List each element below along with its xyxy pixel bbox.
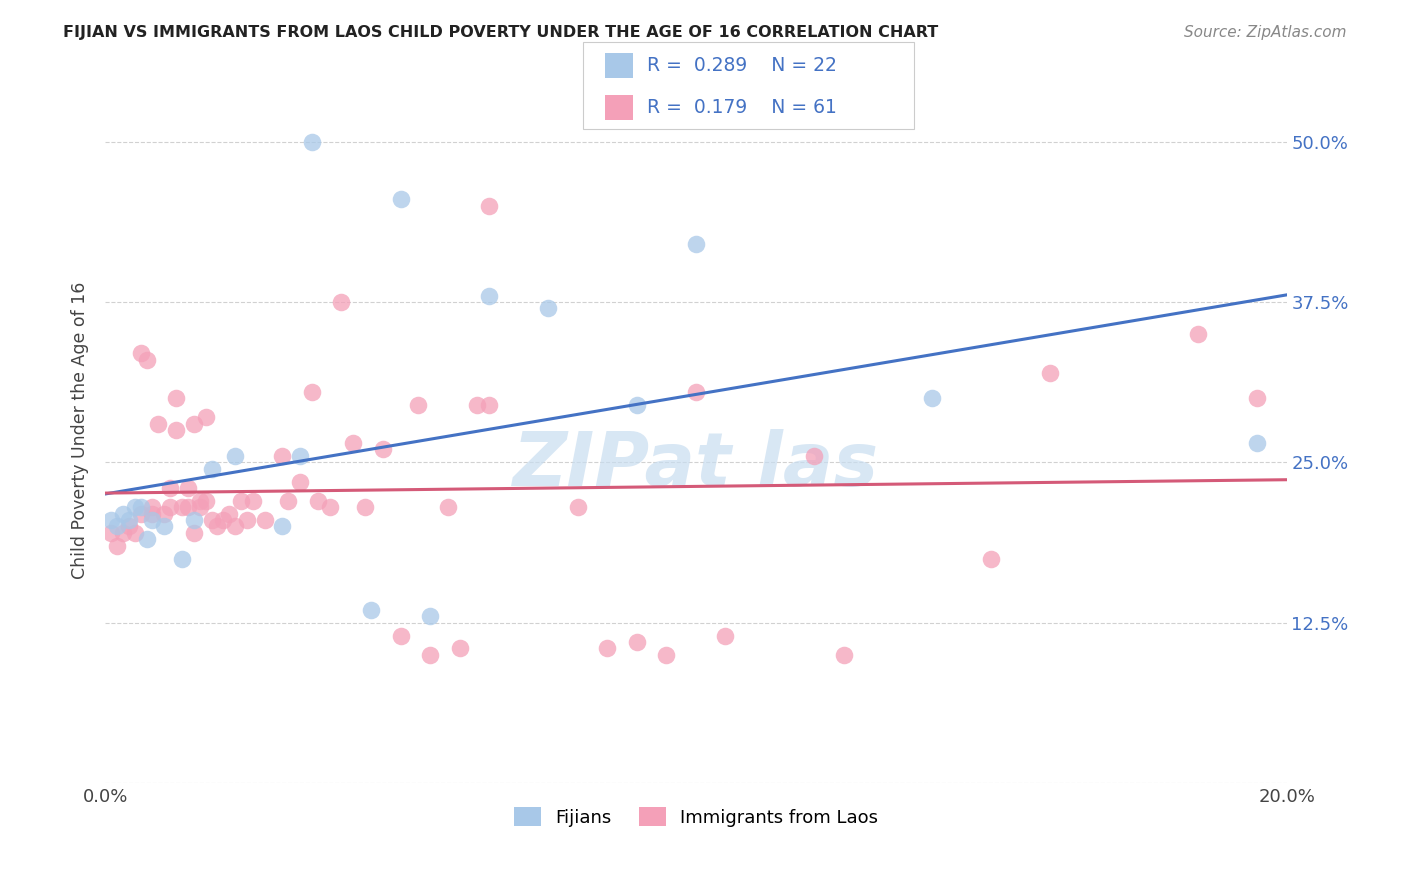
Point [224,519,246,533]
Point [277,493,299,508]
Point [148,417,170,431]
Point [436,500,458,515]
Point [1246,436,1268,450]
Point [218,507,240,521]
Point [626,398,648,412]
Y-axis label: Child Poverty Under the Age of 16: Child Poverty Under the Age of 16 [72,282,89,579]
Point [177,481,200,495]
Point [118,513,141,527]
Point [389,628,412,642]
Point [124,500,146,515]
Point [100,513,122,527]
Point [207,519,229,533]
Point [449,641,471,656]
Point [183,417,205,431]
Point [714,628,737,642]
Point [170,500,193,515]
Point [141,507,163,521]
Point [318,500,340,515]
Point [271,519,294,533]
Point [406,398,429,412]
Point [467,398,489,412]
Text: R =  0.179    N = 61: R = 0.179 N = 61 [647,98,837,118]
Point [626,635,648,649]
Text: ZIPat las: ZIPat las [513,429,879,502]
Point [288,449,311,463]
Point [567,500,589,515]
Point [118,519,141,533]
Point [655,648,678,662]
Point [478,398,501,412]
Point [419,609,441,624]
Point [177,500,200,515]
Point [342,436,364,450]
Point [685,237,707,252]
Point [354,500,377,515]
Point [242,493,264,508]
Point [288,475,311,489]
Legend: Fijians, Immigrants from Laos: Fijians, Immigrants from Laos [506,800,886,834]
Point [1246,391,1268,405]
Text: FIJIAN VS IMMIGRANTS FROM LAOS CHILD POVERTY UNDER THE AGE OF 16 CORRELATION CHA: FIJIAN VS IMMIGRANTS FROM LAOS CHILD POV… [63,25,939,40]
Point [307,493,329,508]
Text: R =  0.289    N = 22: R = 0.289 N = 22 [647,55,837,75]
Point [129,500,152,515]
Point [685,384,707,399]
Point [141,513,163,527]
Point [200,461,222,475]
Point [921,391,943,405]
Point [478,288,501,302]
Point [124,525,146,540]
Point [212,513,235,527]
Point [389,192,412,206]
Point [159,500,181,515]
Point [111,507,134,521]
Point [478,199,501,213]
Point [188,500,211,515]
Point [200,513,222,527]
Point [253,513,276,527]
Point [183,525,205,540]
Point [165,391,187,405]
Point [159,481,181,495]
Point [236,513,259,527]
Point [111,525,134,540]
Point [301,384,323,399]
Point [194,410,217,425]
Point [105,539,128,553]
Point [360,603,382,617]
Point [980,551,1002,566]
Point [330,295,353,310]
Text: Source: ZipAtlas.com: Source: ZipAtlas.com [1184,25,1347,40]
Point [194,493,217,508]
Point [419,648,441,662]
Point [1187,326,1209,341]
Point [832,648,855,662]
Point [129,346,152,360]
Point [537,301,560,316]
Point [135,533,157,547]
Point [153,507,176,521]
Point [224,449,246,463]
Point [183,513,205,527]
Point [135,352,157,367]
Point [105,519,128,533]
Point [129,507,152,521]
Point [165,423,187,437]
Point [100,525,122,540]
Point [1039,366,1062,380]
Point [596,641,619,656]
Point [153,519,176,533]
Point [803,449,825,463]
Point [141,500,163,515]
Point [271,449,294,463]
Point [229,493,252,508]
Point [371,442,394,457]
Point [170,551,193,566]
Point [188,493,211,508]
Point [301,135,323,149]
